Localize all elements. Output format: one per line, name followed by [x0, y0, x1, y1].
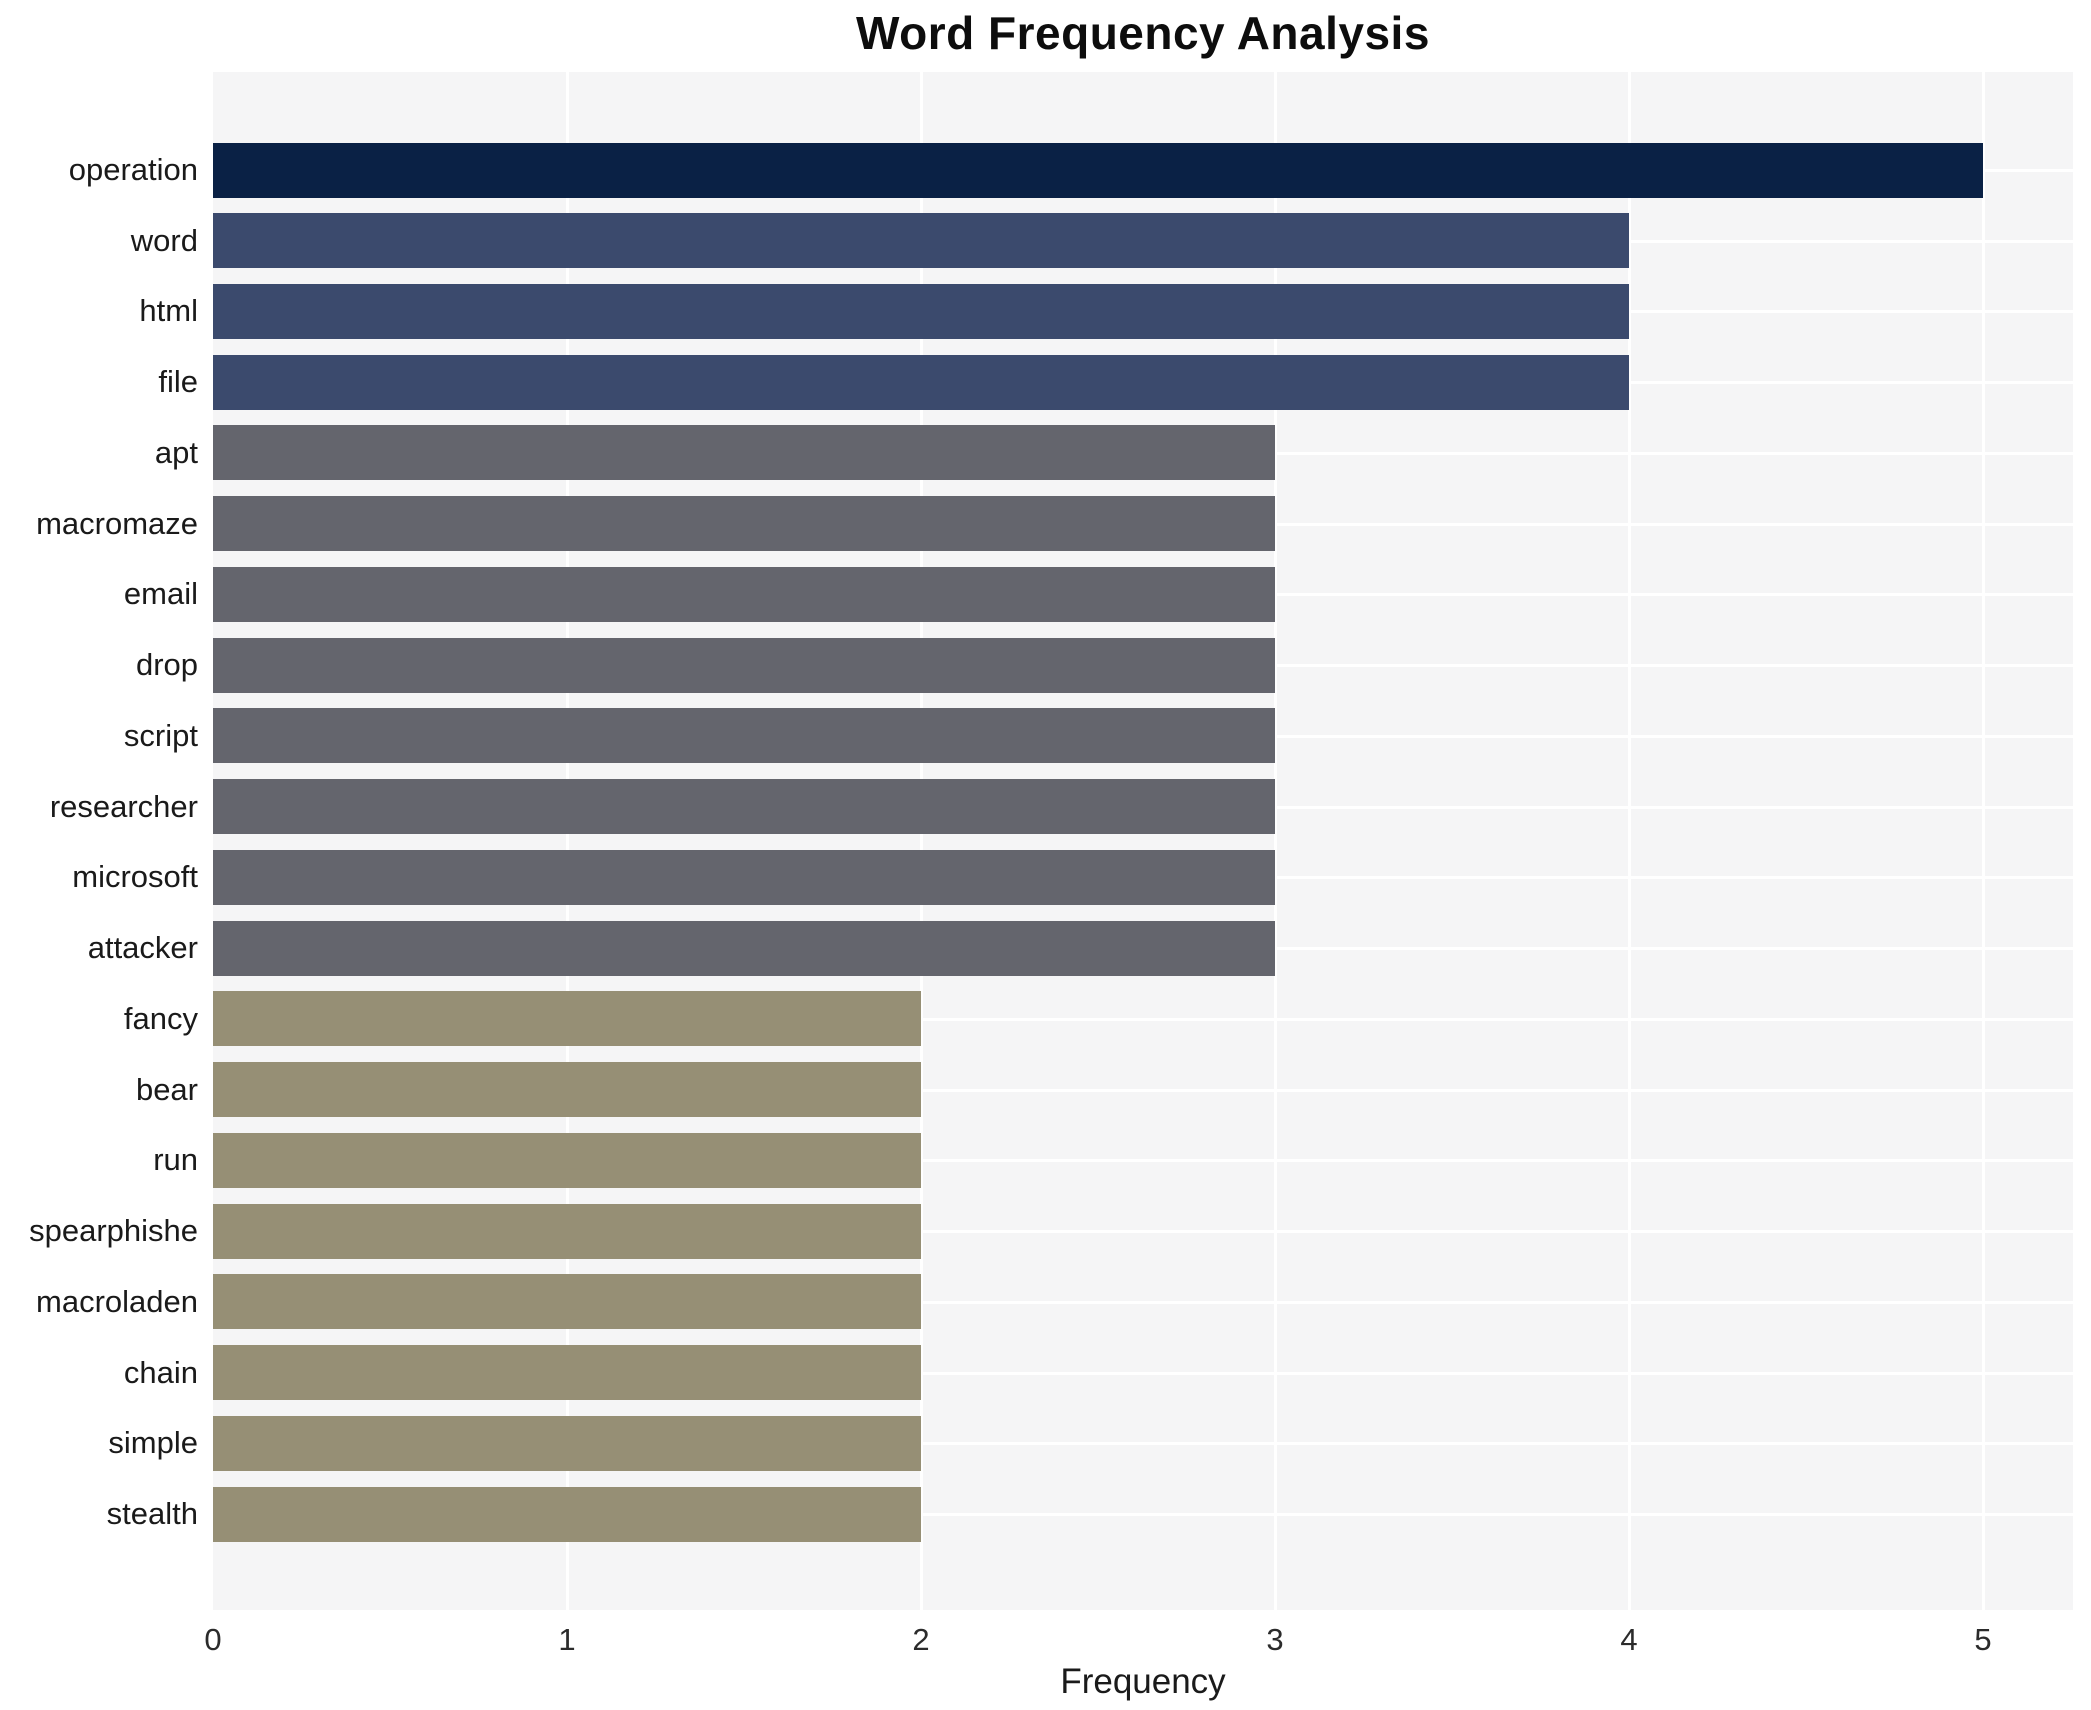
category-label-file: file — [158, 364, 198, 400]
bar-researcher — [213, 779, 1275, 835]
category-label-email: email — [123, 576, 198, 612]
x-tick-label-1: 1 — [558, 1622, 576, 1657]
x-tick-label-2: 2 — [912, 1622, 930, 1657]
bar-simple — [213, 1415, 921, 1471]
bar-word — [213, 213, 1629, 269]
category-label-bear: bear — [135, 1071, 198, 1107]
x-tick-label-3: 3 — [1266, 1622, 1284, 1657]
category-label-researcher: researcher — [49, 788, 198, 824]
gridline-vertical — [1982, 72, 1985, 1610]
bar-run — [213, 1132, 921, 1188]
bar-stealth — [213, 1486, 921, 1542]
plot-area — [213, 72, 2073, 1610]
x-tick-label-5: 5 — [1974, 1622, 1992, 1657]
bar-apt — [213, 425, 1275, 481]
bar-macromaze — [213, 496, 1275, 552]
category-label-html: html — [139, 293, 198, 329]
bar-email — [213, 566, 1275, 622]
category-label-fancy: fancy — [123, 1000, 198, 1036]
bar-microsoft — [213, 849, 1275, 905]
category-label-operation: operation — [68, 152, 198, 187]
bar-script — [213, 708, 1275, 764]
gridline-horizontal — [213, 1230, 2073, 1234]
gridline-vertical — [566, 72, 569, 1610]
category-label-run: run — [153, 1142, 198, 1178]
bar-file — [213, 354, 1629, 410]
x-tick-label-4: 4 — [1620, 1622, 1638, 1657]
bar-fancy — [213, 991, 921, 1047]
gridline-horizontal — [213, 1017, 2073, 1021]
gridline-horizontal — [213, 1159, 2073, 1163]
gridline-horizontal — [213, 1300, 2073, 1304]
category-label-microsoft: microsoft — [72, 859, 198, 895]
bar-drop — [213, 637, 1275, 693]
category-label-simple: simple — [108, 1425, 198, 1461]
category-label-attacker: attacker — [87, 930, 198, 966]
bar-chain — [213, 1345, 921, 1401]
category-label-stealth: stealth — [106, 1496, 198, 1532]
gridline-vertical — [1628, 72, 1631, 1610]
gridline-horizontal — [213, 1513, 2073, 1517]
category-label-word: word — [130, 222, 198, 258]
category-label-drop: drop — [135, 647, 198, 683]
bar-bear — [213, 1062, 921, 1118]
bar-spearphishe — [213, 1203, 921, 1259]
category-label-spearphishe: spearphishe — [29, 1213, 198, 1249]
bar-macroladen — [213, 1274, 921, 1330]
category-label-script: script — [123, 717, 198, 753]
chart-title: Word Frequency Analysis — [856, 7, 1430, 59]
gridline-vertical — [1274, 72, 1277, 1610]
bar-html — [213, 283, 1629, 339]
gridline-vertical — [920, 72, 923, 1610]
category-label-apt: apt — [154, 434, 198, 470]
category-label-chain: chain — [123, 1354, 198, 1390]
bar-operation — [213, 142, 1983, 198]
category-label-macromaze: macromaze — [36, 505, 198, 541]
x-tick-label-0: 0 — [204, 1622, 222, 1657]
x-axis-title: Frequency — [1060, 1662, 1226, 1701]
gridline-horizontal — [213, 1371, 2073, 1375]
category-label-macroladen: macroladen — [36, 1283, 198, 1319]
gridline-horizontal — [213, 1442, 2073, 1446]
bar-attacker — [213, 920, 1275, 976]
gridline-horizontal — [213, 1088, 2073, 1092]
